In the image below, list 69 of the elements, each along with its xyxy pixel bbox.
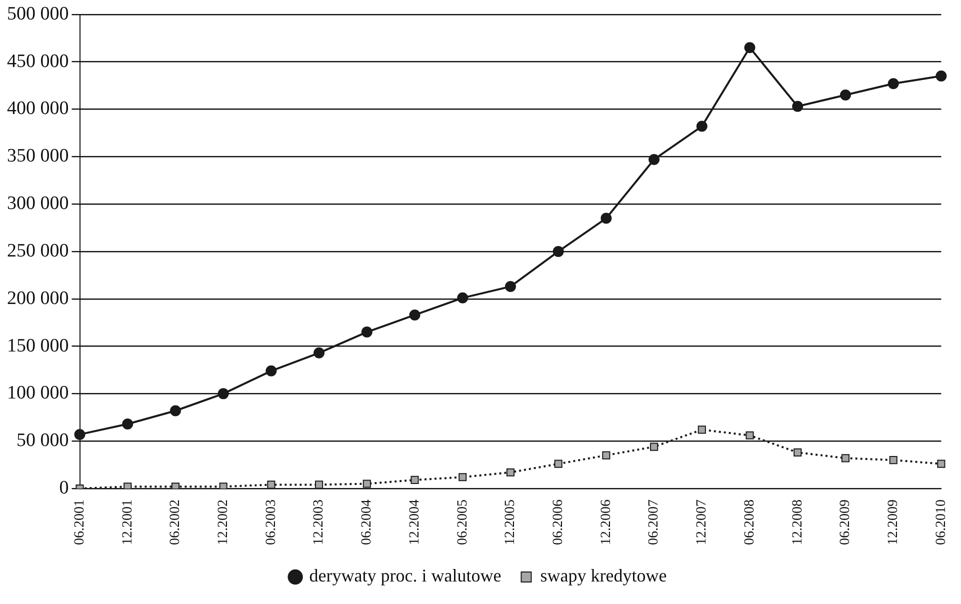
point <box>266 365 277 376</box>
x-tick-label: 06.2007 <box>646 500 662 545</box>
y-tick-label: 450 000 <box>7 50 69 72</box>
point <box>888 78 899 90</box>
x-tick-label: 06.2001 <box>72 500 88 545</box>
x-tick-label: 12.2003 <box>312 500 327 545</box>
point <box>74 428 86 440</box>
x-tick-label: 12.2005 <box>503 500 518 545</box>
y-tick-label: 350 000 <box>7 146 69 167</box>
point <box>841 454 850 462</box>
x-tick-label: 06.2009 <box>838 500 854 545</box>
point <box>122 418 134 430</box>
x-tick-label: 06.2008 <box>742 500 758 545</box>
x-tick-label: 12.2001 <box>120 500 136 545</box>
point <box>410 476 419 484</box>
point <box>602 451 610 460</box>
point <box>170 405 181 416</box>
point <box>744 42 756 54</box>
x-tick-label: 06.2002 <box>168 500 184 545</box>
x-tick-label: 12.2008 <box>790 500 806 545</box>
x-tick-label: 12.2009 <box>886 500 902 545</box>
y-tick-label: 500 000 <box>7 3 69 24</box>
point <box>552 246 564 257</box>
point <box>794 448 802 457</box>
point <box>936 70 947 82</box>
point <box>937 460 946 468</box>
y-tick-label: 100 000 <box>7 382 69 404</box>
point <box>554 460 562 468</box>
point <box>314 347 325 358</box>
point <box>457 292 468 304</box>
x-tick-label: 06.2006 <box>551 500 566 545</box>
point <box>506 468 515 476</box>
point <box>458 473 467 482</box>
point <box>171 482 180 488</box>
y-tick-label: 300 000 <box>7 193 69 214</box>
point <box>504 281 516 292</box>
y-tick-label: 150 000 <box>7 335 69 356</box>
point <box>840 89 851 100</box>
point <box>698 426 706 434</box>
point <box>124 482 132 488</box>
y-tick-label: 250 000 <box>7 240 69 262</box>
point <box>650 442 658 451</box>
point <box>792 100 804 112</box>
x-tick-label: 06.2010 <box>934 500 949 545</box>
x-tick-label: 12.2007 <box>694 500 710 545</box>
point <box>696 120 708 132</box>
point <box>600 212 612 224</box>
x-tick-label: 12.2002 <box>216 500 231 545</box>
x-tick-label: 06.2004 <box>360 500 375 545</box>
x-tick-label: 06.2005 <box>455 500 470 545</box>
point <box>218 388 229 400</box>
point <box>648 154 660 165</box>
point <box>746 431 754 440</box>
y-tick-label: 0 <box>59 477 69 498</box>
point <box>361 326 372 338</box>
point <box>889 456 898 464</box>
y-tick-label: 400 000 <box>7 98 69 120</box>
y-tick-label: 200 000 <box>7 288 69 309</box>
point <box>409 309 420 320</box>
legend-label: derywaty proc. i walutowe <box>309 566 502 586</box>
point <box>219 482 228 488</box>
point <box>315 480 324 488</box>
x-tick-label: 12.2006 <box>598 500 614 545</box>
point <box>267 480 276 488</box>
x-tick-label: 12.2004 <box>407 500 422 545</box>
legend-label: swapy kredytowe <box>540 566 667 586</box>
point <box>362 480 371 488</box>
x-tick-label: 06.2003 <box>264 500 279 545</box>
y-tick-label: 50 000 <box>16 430 69 452</box>
